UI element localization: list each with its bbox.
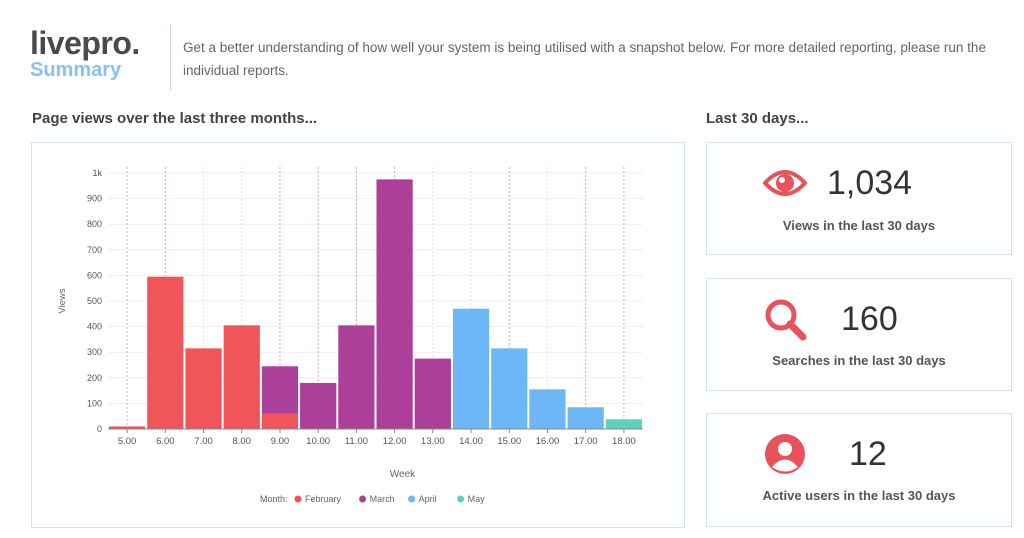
intro-text: Get a better understanding of how well y… [183,40,986,78]
y-tick-label: 300 [87,347,102,357]
legend-label-march: March [370,494,395,504]
bar-april-14.00 [452,308,490,429]
page-header: livepro. Summary Get a better understand… [30,24,1000,90]
x-axis-title: Week [390,469,416,480]
x-tick-label: 16.00 [536,436,560,447]
stat-label-active-users: Active users in the last 30 days [762,488,956,503]
y-tick-label: 800 [87,219,102,229]
chart-section-title: Page views over the last three months... [32,110,318,127]
y-tick-label: 0 [97,424,102,434]
bar-february-9.00 [261,413,299,429]
x-tick-label: 17.00 [574,436,598,447]
page-views-chart: 0 100 200 300 400 500 600 700 800 900 1k 5.00 6.00 7.… [57,167,643,504]
x-tick-label: 13.00 [421,436,445,447]
header-divider [170,24,171,90]
bar-may-18.00 [605,419,642,429]
y-tick-label: 700 [87,245,102,255]
bar-march-11.00 [338,325,375,429]
x-tick-label: 6.00 [156,436,175,447]
legend-swatch-may [457,495,465,503]
y-tick-label: 1k [92,168,102,178]
brand-logo: livepro. [30,25,140,61]
x-tick-label: 8.00 [233,436,252,447]
y-tick-label: 100 [87,398,102,408]
page-subtitle: Summary [30,59,122,81]
bar-march-13.00 [414,358,451,429]
stat-card-views: 1,034 Views in the last 30 days [706,142,1012,255]
bar-february-7.00 [185,348,222,429]
y-axis-title: Views [57,288,68,313]
user-icon [765,434,805,474]
x-tick-label: 10.00 [306,436,330,447]
x-tick-label: 11.00 [345,436,368,447]
y-tick-label: 500 [87,296,102,306]
bar-march-9.00 [261,366,299,414]
x-tick-label: 15.00 [497,436,521,447]
bar-april-16.00 [529,389,566,429]
stats-section-title: Last 30 days... [706,110,809,127]
bar-march-10.00 [300,382,337,429]
y-tick-label: 600 [87,270,102,280]
x-tick-label: 5.00 [118,436,137,447]
legend-label-february: February [305,494,342,504]
search-icon [765,299,807,341]
bar-february-6.00 [147,276,184,429]
legend-swatch-february [294,495,302,503]
stat-label-views: Views in the last 30 days [782,218,936,233]
stat-value-searches: 160 [841,300,898,338]
legend-swatch-april [408,495,416,503]
stat-card-searches: 160 Searches in the last 30 days [706,278,1012,391]
y-tick-label: 900 [87,194,102,204]
bar-april-15.00 [491,348,528,429]
x-tick-label: 12.00 [383,436,407,447]
legend-label-april: April [419,494,437,504]
eye-icon [763,170,807,196]
x-tick-label: 7.00 [194,436,213,447]
stat-value-views: 1,034 [827,164,913,202]
brand: livepro. Summary [30,24,170,80]
x-tick-label: 9.00 [271,436,290,447]
legend-title: Month: [260,494,288,504]
bar-february-5.00 [109,426,146,429]
x-tick-label: 14.00 [459,436,483,447]
stat-label-searches: Searches in the last 30 days [772,353,946,368]
y-tick-label: 400 [87,322,102,332]
bar-april-17.00 [567,407,604,429]
legend-swatch-march [359,495,367,503]
x-tick-label: 18.00 [612,436,636,447]
bar-march-12.00 [376,179,413,429]
y-tick-label: 200 [87,373,102,383]
legend-label-may: May [468,494,486,504]
page-views-chart-card: 0 100 200 300 400 500 600 700 800 900 1k 5.00 6.00 7.… [31,142,685,528]
stat-card-active-users: 12 Active users in the last 30 days [706,413,1012,527]
stat-value-active-users: 12 [849,435,887,473]
bar-february-8.00 [223,325,260,429]
